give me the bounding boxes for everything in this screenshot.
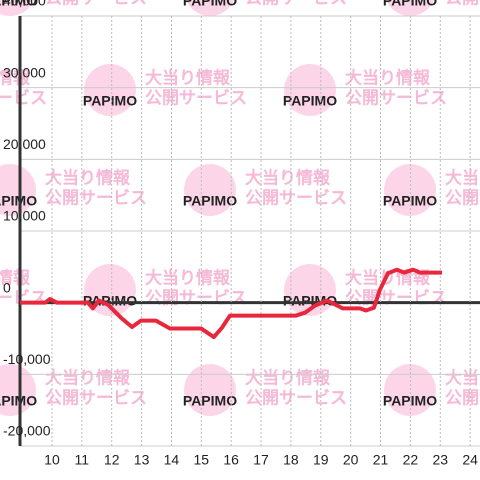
watermark-text: 公開サービス bbox=[345, 88, 447, 107]
watermark-brand: PAPIMO bbox=[83, 93, 137, 109]
y-tick-label: -10,000 bbox=[3, 351, 51, 367]
watermark-text: 大当り情報 bbox=[145, 267, 231, 287]
watermark-brand: PAPIMO bbox=[183, 0, 237, 9]
x-tick-label: 23 bbox=[432, 452, 448, 468]
watermark-text: 大当り情報 bbox=[0, 267, 31, 287]
watermark-text: 大当り情報 bbox=[45, 367, 131, 387]
watermark-text: 公開サービス bbox=[45, 388, 147, 407]
watermark-text: 公開サービス bbox=[145, 88, 247, 107]
watermark-text: 公開サービス bbox=[445, 0, 480, 7]
watermark-text: 公開サービス bbox=[445, 188, 480, 207]
watermark-circle bbox=[0, 0, 34, 16]
x-tick-label: 11 bbox=[75, 452, 90, 468]
x-tick-label: 20 bbox=[343, 452, 359, 468]
x-tick-label: 13 bbox=[134, 452, 150, 468]
watermark-text: 大当り情報 bbox=[445, 367, 480, 387]
watermark-text: 公開サービス bbox=[245, 188, 347, 207]
watermark-circle bbox=[84, 64, 136, 116]
watermark-circle bbox=[386, 0, 434, 16]
watermark-text: 公開サービス bbox=[245, 0, 347, 7]
watermark-text: 公開サービス bbox=[445, 388, 480, 407]
x-tick-label: 19 bbox=[313, 452, 329, 468]
watermark-circle bbox=[186, 0, 234, 16]
watermark-brand: PAPIMO bbox=[183, 393, 237, 409]
y-tick-label: 40,000 bbox=[3, 0, 46, 9]
y-tick-label: 20,000 bbox=[3, 136, 46, 152]
y-tick-label: 10,000 bbox=[3, 208, 46, 224]
watermark-brand: PAPIMO bbox=[0, 0, 37, 9]
x-tick-label: 16 bbox=[223, 452, 239, 468]
label-layer: -20,000 -10,000 0 10,000 20,000 30,000 40,000 1… bbox=[3, 0, 478, 468]
watermark-text: 大当り情報 bbox=[345, 67, 431, 87]
watermark-brand: PAPIMO bbox=[383, 0, 437, 9]
y-tick-label: -20,000 bbox=[3, 423, 51, 439]
x-tick-label: 21 bbox=[373, 452, 389, 468]
x-tick-label: 15 bbox=[194, 452, 210, 468]
watermark-text: 公開サービス bbox=[245, 388, 347, 407]
watermark-circle bbox=[284, 64, 336, 116]
watermark-text: 大当り情報 bbox=[145, 67, 231, 87]
watermark-brand: PAPIMO bbox=[183, 193, 237, 209]
watermark-brand: PAPIMO bbox=[283, 93, 337, 109]
watermark-text: 大当り情報 bbox=[245, 167, 331, 187]
x-tick-label: 22 bbox=[403, 452, 419, 468]
watermark-text: 大当り情報 bbox=[45, 167, 131, 187]
watermark-circle bbox=[184, 164, 236, 216]
watermark-text: 公開サービス bbox=[345, 288, 447, 307]
watermark-circle bbox=[184, 364, 236, 416]
y-tick-label: 0 bbox=[3, 279, 11, 295]
plot-layer bbox=[20, 267, 443, 340]
x-tick-label: 14 bbox=[164, 452, 180, 468]
x-tick-label: 18 bbox=[283, 452, 299, 468]
watermark-text: 大当り情報 bbox=[0, 67, 31, 87]
watermark-text: 公開サービス bbox=[0, 88, 47, 107]
watermark-text: 大当り情報 bbox=[245, 367, 331, 387]
x-tick-label: 17 bbox=[253, 452, 269, 468]
x-tick-label: 12 bbox=[104, 452, 120, 468]
data-line bbox=[20, 267, 443, 340]
x-tick-label: 10 bbox=[44, 452, 60, 468]
watermark-circle bbox=[0, 364, 36, 416]
x-tick-label: 24 bbox=[462, 452, 478, 468]
watermark-text: 大当り情報 bbox=[445, 167, 480, 187]
watermark-text: 公開サービス bbox=[45, 0, 147, 7]
watermark-brand: PAPIMO bbox=[283, 293, 337, 309]
watermark-text: 公開サービス bbox=[45, 188, 147, 207]
watermark-layer: PAPIMO大当り情報公開サービスPAPIMO大当り情報公開サービスPAPIMO… bbox=[0, 0, 480, 416]
y-tick-label: 30,000 bbox=[3, 64, 46, 80]
watermark-text: 公開サービス bbox=[145, 288, 247, 307]
watermark-circle bbox=[0, 164, 36, 216]
